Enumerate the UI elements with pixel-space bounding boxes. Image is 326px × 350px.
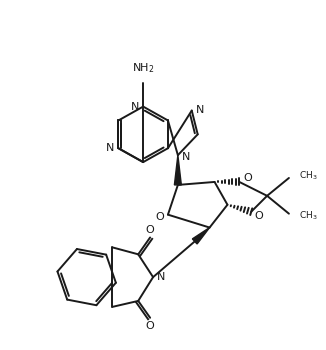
Text: N: N (157, 272, 165, 282)
Polygon shape (192, 228, 210, 244)
Text: O: O (146, 225, 155, 235)
Text: O: O (255, 211, 263, 220)
Text: CH$_3$: CH$_3$ (299, 170, 318, 182)
Text: O: O (243, 173, 252, 183)
Text: N: N (182, 152, 190, 162)
Polygon shape (174, 155, 181, 185)
Text: N: N (131, 102, 140, 112)
Text: O: O (146, 321, 155, 331)
Text: N: N (196, 105, 204, 114)
Text: N: N (106, 143, 115, 153)
Text: O: O (156, 212, 164, 222)
Text: NH$_2$: NH$_2$ (132, 61, 155, 75)
Text: CH$_3$: CH$_3$ (299, 209, 318, 222)
